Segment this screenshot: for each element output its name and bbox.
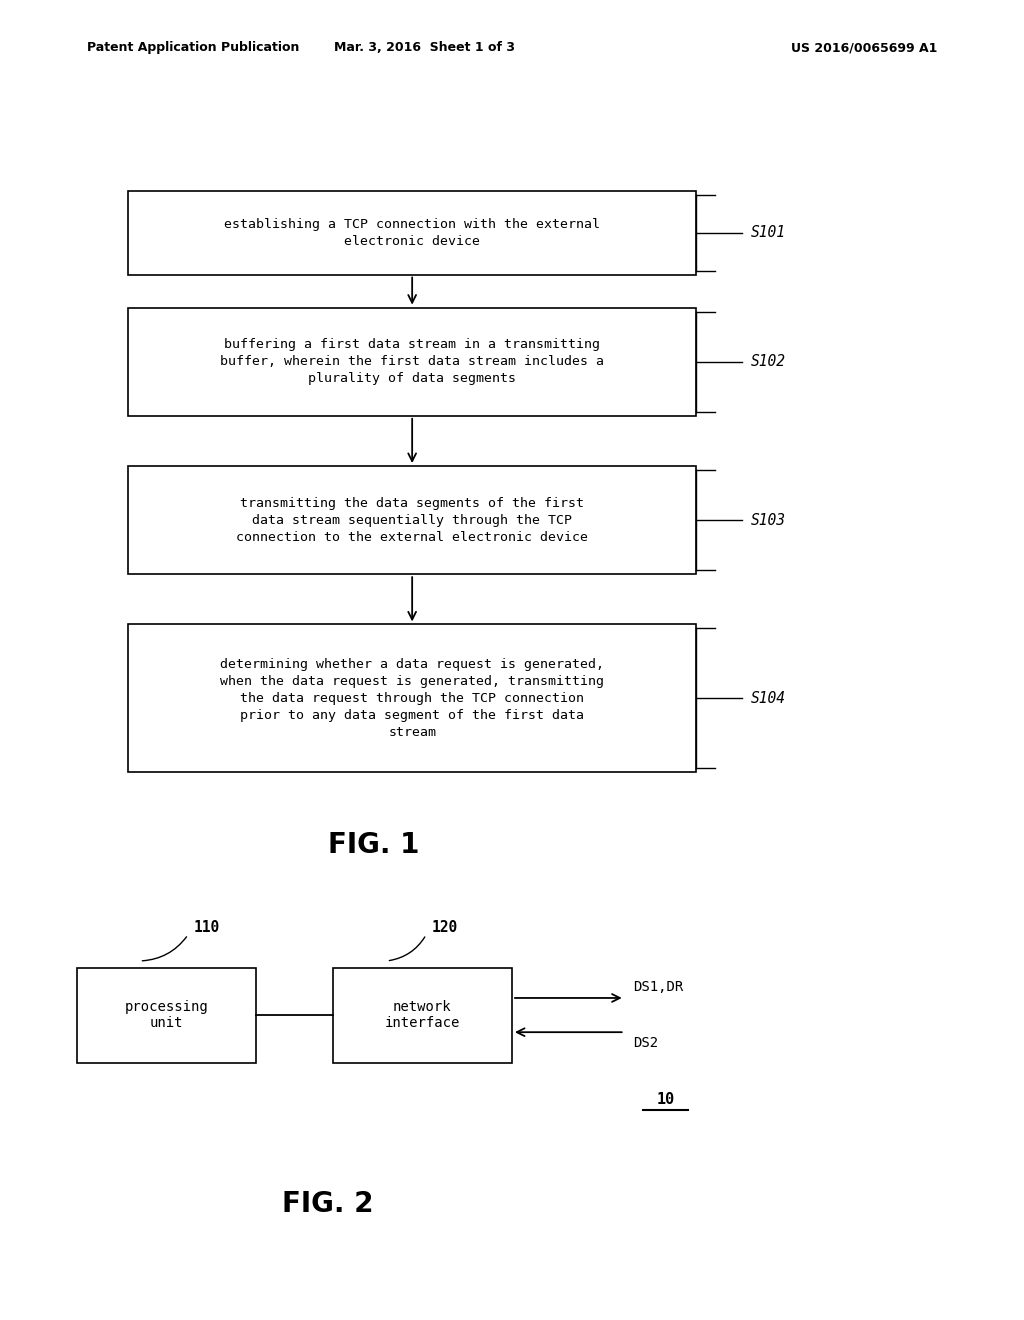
Text: buffering a first data stream in a transmitting
buffer, wherein the first data s: buffering a first data stream in a trans…	[220, 338, 604, 385]
Text: 10: 10	[656, 1092, 675, 1106]
Text: S102: S102	[751, 354, 785, 370]
Text: S101: S101	[751, 226, 785, 240]
Text: network
interface: network interface	[385, 1001, 460, 1030]
Bar	[128, 308, 696, 416]
Bar	[333, 968, 512, 1063]
Text: US 2016/0065699 A1: US 2016/0065699 A1	[791, 41, 937, 54]
Bar	[128, 624, 696, 772]
Text: DS2: DS2	[633, 1036, 658, 1051]
Text: Mar. 3, 2016  Sheet 1 of 3: Mar. 3, 2016 Sheet 1 of 3	[335, 41, 515, 54]
Text: Patent Application Publication: Patent Application Publication	[87, 41, 299, 54]
Text: transmitting the data segments of the first
data stream sequentially through the: transmitting the data segments of the fi…	[237, 496, 588, 544]
Text: determining whether a data request is generated,
when the data request is genera: determining whether a data request is ge…	[220, 657, 604, 739]
Text: DS1,DR: DS1,DR	[633, 979, 683, 994]
Text: FIG. 2: FIG. 2	[282, 1189, 374, 1218]
Text: 120: 120	[431, 920, 458, 935]
Bar	[77, 968, 256, 1063]
Text: S104: S104	[751, 690, 785, 706]
Text: FIG. 1: FIG. 1	[328, 830, 420, 859]
Text: 110: 110	[194, 920, 219, 935]
Text: processing
unit: processing unit	[125, 1001, 208, 1030]
Text: S103: S103	[751, 512, 785, 528]
Bar	[128, 191, 696, 275]
Bar	[128, 466, 696, 574]
Text: establishing a TCP connection with the external
electronic device: establishing a TCP connection with the e…	[224, 218, 600, 248]
